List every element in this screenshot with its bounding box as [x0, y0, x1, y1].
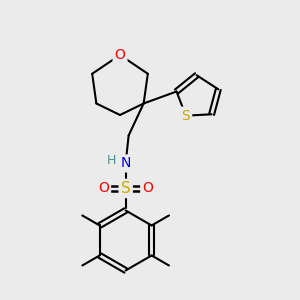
Text: S: S	[182, 109, 190, 123]
Text: O: O	[115, 48, 125, 62]
Text: O: O	[142, 182, 153, 196]
Text: S: S	[121, 181, 130, 196]
Text: H: H	[107, 154, 116, 167]
Text: O: O	[98, 182, 109, 196]
Text: N: N	[121, 157, 131, 170]
